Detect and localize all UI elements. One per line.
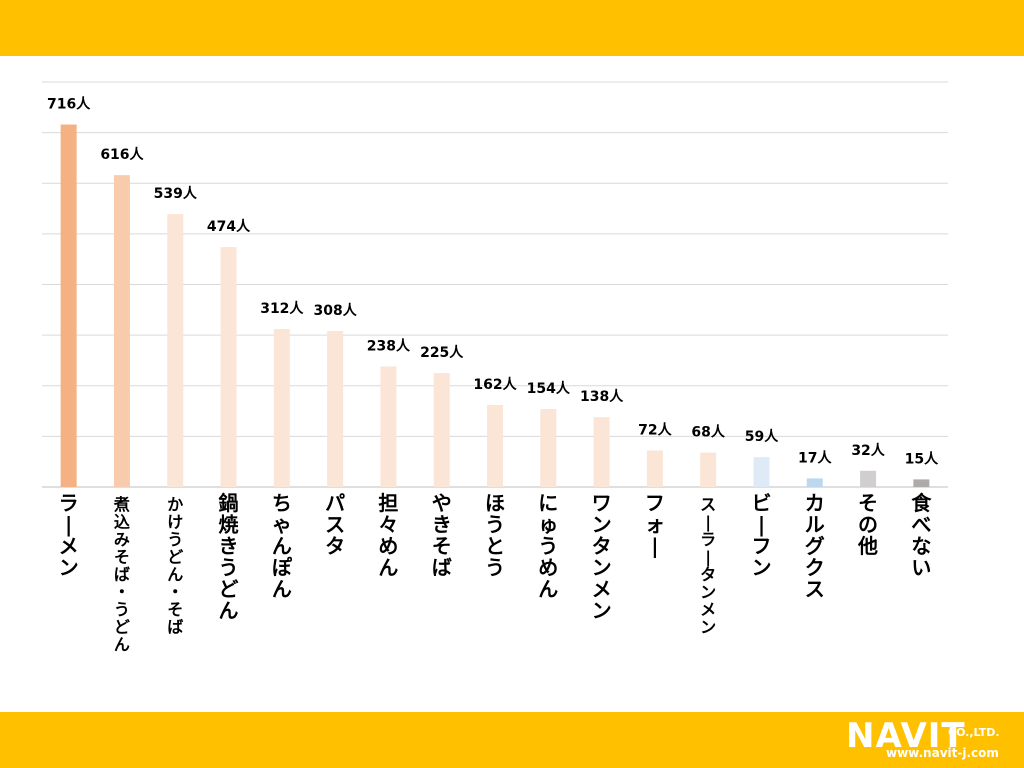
bar bbox=[646, 450, 663, 487]
logo-suffix: CO.,LTD. bbox=[948, 726, 1000, 739]
data-label: 59人 bbox=[745, 428, 779, 445]
bar bbox=[327, 331, 344, 487]
data-label: 68人 bbox=[691, 424, 725, 441]
footer-band bbox=[0, 712, 1024, 768]
category-label: その他 bbox=[857, 491, 878, 558]
bar bbox=[700, 452, 717, 487]
category-label: 食べない bbox=[911, 491, 932, 580]
data-label: 312人 bbox=[260, 300, 304, 317]
bar bbox=[433, 373, 450, 487]
bar bbox=[380, 366, 397, 487]
category-label: 担々めん bbox=[378, 491, 398, 580]
category-label: ワンタンメン bbox=[592, 491, 612, 623]
data-label: 162人 bbox=[473, 376, 517, 393]
data-label: 154人 bbox=[527, 380, 571, 397]
data-label: 238人 bbox=[367, 338, 411, 355]
data-label: 138人 bbox=[580, 388, 624, 405]
bar bbox=[806, 478, 823, 487]
data-label: 539人 bbox=[154, 185, 198, 202]
data-label: 716人 bbox=[47, 96, 91, 113]
bar bbox=[860, 470, 877, 487]
category-label: カルグクス bbox=[805, 491, 825, 601]
data-label: 15人 bbox=[905, 450, 939, 467]
category-label: ビ|フン bbox=[751, 491, 771, 580]
category-label: ラ|メン bbox=[59, 491, 79, 580]
data-label: 32人 bbox=[851, 442, 885, 459]
category-label: にゅうめん bbox=[538, 491, 558, 601]
bar bbox=[593, 417, 610, 487]
category-label: フォ| bbox=[645, 491, 665, 558]
data-label: 225人 bbox=[420, 344, 464, 361]
data-label: 474人 bbox=[207, 218, 251, 235]
bar bbox=[753, 457, 770, 487]
category-label: ス|ラ|タンメン bbox=[700, 495, 716, 637]
category-label: 鍋焼きうどん bbox=[219, 491, 239, 623]
data-label: 616人 bbox=[100, 146, 144, 163]
header-band bbox=[0, 0, 1024, 56]
navit-logo: NAVIT CO.,LTD. www.navit-j.com bbox=[846, 714, 1016, 764]
bar bbox=[540, 409, 557, 487]
bar bbox=[273, 329, 290, 487]
category-label: 煮込みそば・うどん bbox=[113, 495, 130, 654]
bar bbox=[220, 247, 237, 487]
bar bbox=[167, 214, 184, 487]
category-label: ほうとう bbox=[485, 491, 505, 580]
category-label: パスタ bbox=[325, 491, 345, 558]
bar bbox=[913, 479, 930, 487]
data-label: 17人 bbox=[798, 449, 832, 466]
category-label: やきそば bbox=[432, 491, 452, 580]
category-label: ちゃんぽん bbox=[272, 491, 293, 601]
bar bbox=[113, 175, 130, 487]
bar bbox=[487, 404, 503, 487]
logo-url: www.navit-j.com bbox=[886, 746, 999, 760]
bar bbox=[60, 124, 77, 488]
data-label: 72人 bbox=[638, 422, 672, 439]
logo-text: NAVIT bbox=[846, 716, 966, 756]
category-label: かけうどん・そば bbox=[167, 495, 183, 637]
data-label: 308人 bbox=[314, 302, 358, 319]
